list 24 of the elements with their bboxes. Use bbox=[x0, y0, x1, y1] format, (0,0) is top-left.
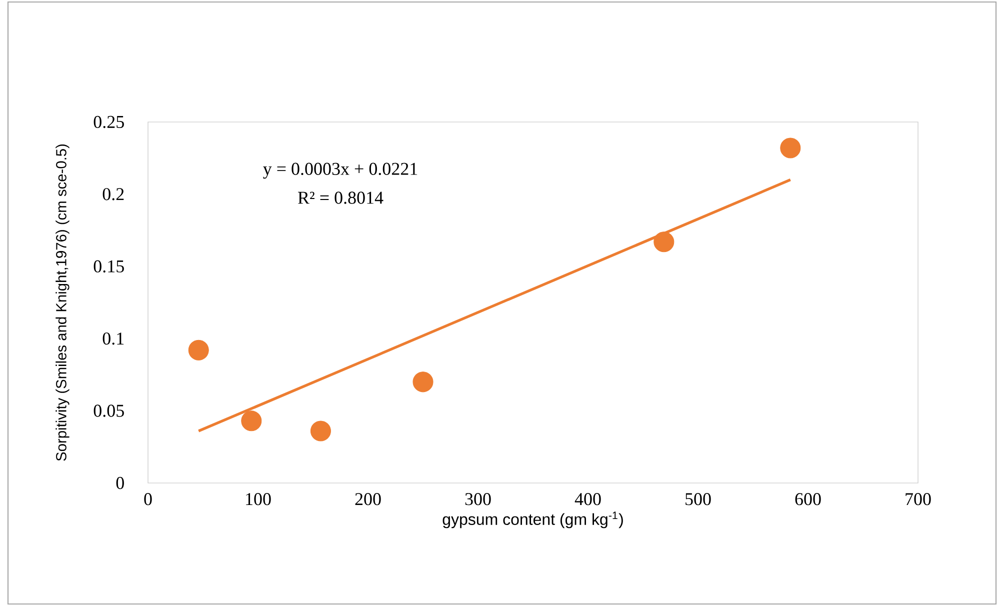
y-axis-title: Sorpitivity (Smiles and Knight,1976) (cm sce-0.5) bbox=[56, 144, 70, 461]
point bbox=[241, 410, 262, 432]
x-tick-label: 600 bbox=[795, 493, 821, 506]
x-tick-label: 400 bbox=[574, 493, 601, 506]
x-axis-title: gypsum content (gm kg$^{-1}$) bbox=[442, 512, 623, 528]
point bbox=[188, 340, 209, 360]
point bbox=[310, 420, 331, 442]
annotation: R² = 0.8014 bbox=[298, 192, 384, 204]
y-tick-label: 0.25 bbox=[94, 116, 124, 128]
point bbox=[412, 372, 434, 392]
y-tick-label: 0.1 bbox=[102, 332, 124, 345]
x-tick-label: 100 bbox=[246, 493, 271, 506]
y-tick-label: 0 bbox=[116, 476, 124, 490]
y-tick-label: 0.05 bbox=[94, 404, 124, 417]
y-tick-label: 0.15 bbox=[94, 260, 124, 273]
point bbox=[780, 138, 801, 158]
point bbox=[654, 232, 674, 252]
x-tick-label: 300 bbox=[465, 493, 491, 506]
x-tick-label: 700 bbox=[906, 493, 931, 506]
annotation: y = 0.0003x + 0.0221 bbox=[263, 162, 418, 179]
y-tick-label: 0.2 bbox=[102, 188, 124, 200]
x-tick-label: 500 bbox=[686, 493, 711, 506]
x-tick-label: 200 bbox=[355, 493, 381, 506]
x-tick-label: 0 bbox=[144, 493, 152, 506]
